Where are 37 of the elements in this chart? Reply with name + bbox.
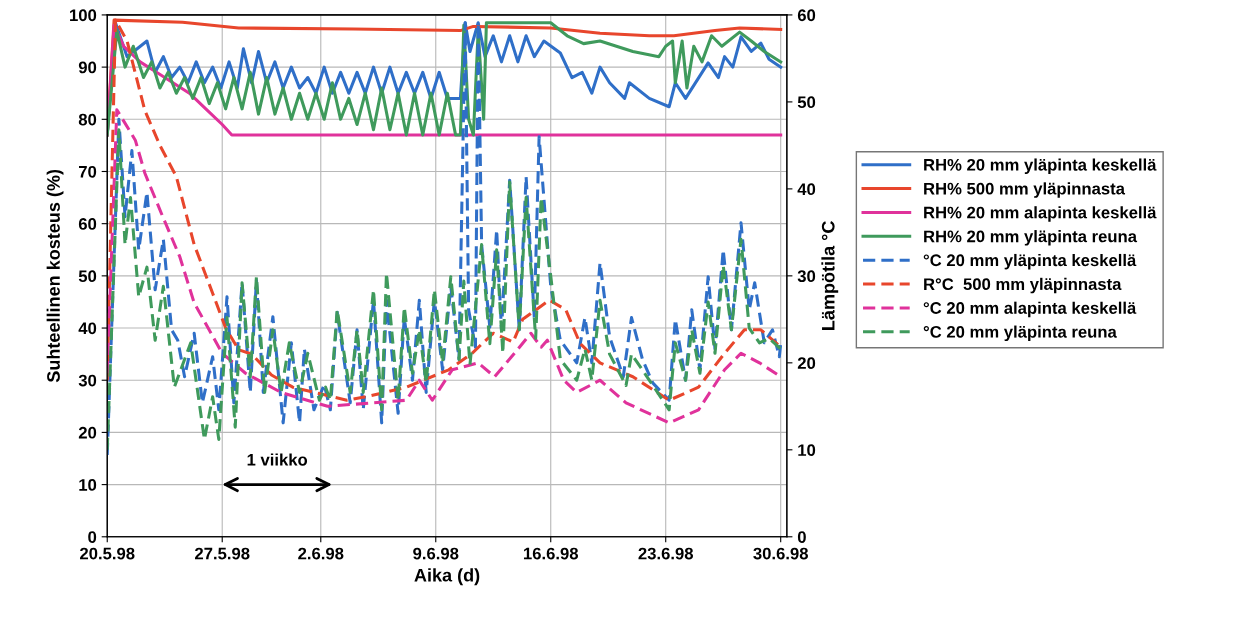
y-tick-label: 60 — [78, 218, 97, 230]
y2-tick-label: 40 — [797, 183, 816, 196]
legend-label: °C 20 mm yläpinta reuna — [923, 325, 1117, 342]
legend-label: °C 20 mm yläpinta keskellä — [923, 253, 1137, 270]
y2-tick-label: 20 — [797, 357, 816, 370]
legend-label: R°C 500 mm yläpinnasta — [924, 277, 1122, 294]
y2-tick-label: 0 — [797, 531, 806, 543]
y-tick-label: 90 — [78, 61, 97, 74]
x-tick-label: 23.6.98 — [638, 547, 694, 560]
y2-axis-title: Lämpötila °C — [821, 221, 839, 330]
y-tick-label: 70 — [79, 165, 97, 178]
x-tick-label: 9.6.98 — [413, 547, 459, 560]
y2-tick-label: 60 — [797, 9, 816, 22]
x-tick-label: 20.5.98 — [80, 547, 135, 560]
annotation: 1 viikko — [247, 453, 308, 466]
y-tick-label: 30 — [78, 374, 97, 387]
legend-label: RH% 20 mm yläpinta reuna — [924, 230, 1138, 246]
x-tick-label: 2.6.98 — [298, 547, 344, 560]
y-tick-label: 20 — [78, 426, 97, 439]
y-tick-label: 50 — [78, 270, 97, 283]
legend-label: RH% 500 mm yläpinnasta — [924, 182, 1126, 198]
x-tick-label: 30.6.98 — [753, 547, 808, 560]
x-axis-title: Aika (d) — [414, 568, 480, 586]
x-tick-label: 16.6.98 — [523, 547, 579, 560]
y-tick-label: 0 — [88, 531, 97, 543]
y2-tick-label: 30 — [797, 270, 816, 283]
legend-label: RH% 20 mm yläpinta keskellä — [924, 158, 1157, 174]
y-tick-label: 80 — [78, 113, 97, 126]
y-axis-title: Suhteellinen kosteus (%) — [46, 169, 64, 383]
legend-label: °C 20 mm alapinta keskellä — [923, 301, 1137, 318]
y-tick-label: 10 — [79, 479, 97, 491]
x-tick-label: 27.5.98 — [195, 547, 250, 560]
legend-label: RH% 20 mm alapinta keskellä — [924, 206, 1157, 222]
y2-tick-label: 50 — [797, 96, 816, 109]
y-tick-label: 100 — [70, 9, 97, 22]
y-tick-label: 40 — [78, 322, 97, 335]
y2-tick-label: 10 — [798, 444, 816, 457]
